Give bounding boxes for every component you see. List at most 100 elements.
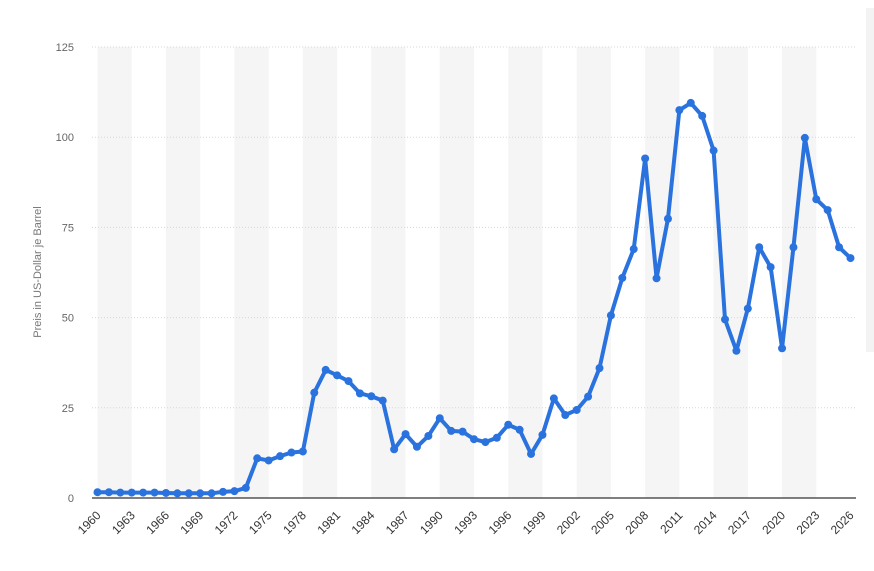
data-point[interactable] [721, 315, 729, 324]
data-point[interactable] [527, 449, 536, 458]
x-axis-tick-labels: 1960 1963 1966 1969 1972 1975 1978 1981 1984 1987… [75, 508, 857, 537]
data-point[interactable] [481, 438, 490, 447]
data-point[interactable] [321, 365, 330, 374]
data-point[interactable] [492, 433, 501, 442]
data-point[interactable] [241, 483, 250, 492]
data-point[interactable] [595, 364, 604, 373]
data-point[interactable] [766, 263, 775, 272]
data-point[interactable] [470, 435, 478, 444]
year-band [713, 47, 748, 498]
side-panel-edge [866, 8, 874, 352]
data-point[interactable] [435, 414, 444, 423]
data-point[interactable] [606, 311, 615, 320]
y-tick-label: 100 [56, 132, 74, 144]
data-point[interactable] [196, 489, 205, 498]
data-point[interactable] [219, 487, 227, 496]
x-tick-label: 1963 [109, 508, 138, 537]
year-band [782, 47, 817, 498]
data-point[interactable] [367, 392, 376, 401]
data-point[interactable] [800, 133, 809, 142]
data-point[interactable] [104, 488, 113, 497]
data-point[interactable] [641, 154, 650, 163]
y-tick-label: 50 [62, 313, 74, 325]
data-point[interactable] [663, 214, 672, 223]
data-point[interactable] [310, 388, 319, 397]
x-tick-label: 2014 [691, 508, 720, 537]
data-point[interactable] [584, 392, 593, 401]
data-point[interactable] [344, 377, 353, 386]
data-point[interactable] [424, 431, 433, 440]
y-tick-label: 25 [62, 403, 74, 415]
data-point[interactable] [276, 452, 285, 461]
data-point[interactable] [458, 427, 467, 436]
data-point[interactable] [412, 442, 421, 451]
data-point[interactable] [93, 488, 102, 497]
data-point[interactable] [378, 396, 387, 405]
data-point[interactable] [618, 273, 627, 282]
data-point[interactable] [835, 243, 844, 252]
data-point[interactable] [264, 456, 273, 465]
x-tick-label: 1972 [212, 508, 241, 537]
year-band [97, 47, 132, 498]
x-tick-label: 2008 [622, 508, 651, 537]
series-group [93, 98, 855, 498]
y-tick-label: 75 [62, 222, 74, 234]
data-point[interactable] [253, 454, 262, 463]
x-tick-label: 2023 [794, 508, 823, 537]
data-point[interactable] [732, 346, 741, 355]
year-band [508, 47, 543, 498]
data-point[interactable] [812, 195, 821, 204]
data-point[interactable] [287, 448, 296, 457]
data-point[interactable] [116, 488, 125, 497]
data-point[interactable] [743, 304, 752, 313]
data-point[interactable] [161, 488, 170, 497]
data-point[interactable] [150, 488, 159, 497]
data-point[interactable] [789, 243, 798, 252]
data-point[interactable] [846, 254, 855, 263]
data-point[interactable] [538, 430, 547, 439]
data-point[interactable] [390, 445, 399, 454]
year-band [576, 47, 611, 498]
data-point[interactable] [298, 447, 307, 456]
x-tick-label: 1960 [75, 508, 104, 537]
y-axis-title: Preis in US-Dollar je Barrel [32, 206, 44, 337]
x-tick-label: 1975 [246, 508, 275, 537]
data-point[interactable] [207, 489, 216, 498]
year-band [234, 47, 269, 498]
data-point[interactable] [515, 425, 524, 434]
data-point[interactable] [652, 274, 661, 283]
data-point[interactable] [549, 394, 558, 403]
x-tick-label: 1969 [178, 508, 207, 537]
data-point[interactable] [139, 488, 148, 497]
x-tick-label: 2026 [828, 508, 857, 537]
data-point[interactable] [504, 420, 513, 429]
data-point[interactable] [778, 344, 787, 353]
data-point[interactable] [447, 426, 456, 435]
data-point[interactable] [675, 106, 684, 115]
data-point[interactable] [355, 389, 364, 398]
x-tick-label: 1993 [451, 508, 480, 537]
data-point[interactable] [173, 489, 182, 498]
data-point[interactable] [629, 245, 638, 254]
data-point[interactable] [127, 488, 136, 497]
data-point[interactable] [333, 371, 342, 380]
data-point[interactable] [823, 206, 832, 215]
year-band [165, 47, 201, 498]
data-point[interactable] [572, 405, 581, 414]
data-point[interactable] [686, 98, 695, 107]
y-tick-label: 125 [56, 42, 74, 54]
data-point[interactable] [755, 243, 764, 252]
data-point[interactable] [709, 146, 718, 155]
data-point[interactable] [401, 430, 410, 439]
x-tick-label: 1984 [349, 508, 378, 537]
data-point[interactable] [230, 487, 239, 496]
data-point[interactable] [698, 111, 707, 120]
x-tick-label: 1996 [486, 508, 515, 537]
data-point[interactable] [184, 489, 193, 498]
x-tick-label: 1978 [280, 508, 309, 537]
x-tick-label: 1981 [314, 508, 343, 537]
x-tick-label: 1990 [417, 508, 446, 537]
y-axis-tick-labels: 0 25 50 75 100 125 [56, 42, 74, 505]
data-point[interactable] [561, 411, 570, 420]
